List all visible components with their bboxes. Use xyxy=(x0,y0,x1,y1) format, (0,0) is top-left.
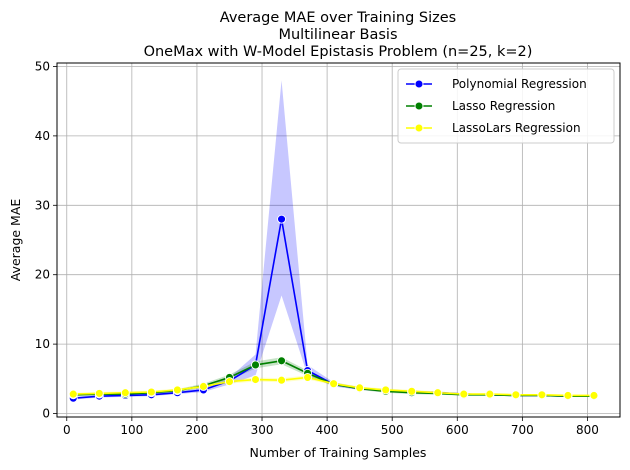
x-tick-label: 300 xyxy=(251,423,274,437)
legend-marker xyxy=(414,123,424,133)
data-point xyxy=(225,377,234,387)
y-axis-label: Average MAE xyxy=(8,199,23,282)
data-point xyxy=(537,390,547,400)
x-tick-label: 500 xyxy=(381,423,404,437)
x-tick-label: 400 xyxy=(316,423,339,437)
x-tick-label: 700 xyxy=(511,423,534,437)
data-point xyxy=(407,386,417,396)
data-point xyxy=(355,383,365,393)
x-tick-label: 100 xyxy=(120,423,143,437)
x-axis-label: Number of Training Samples xyxy=(250,445,427,460)
x-tick-label: 600 xyxy=(446,423,469,437)
data-point xyxy=(94,388,104,398)
x-axis-ticks: 0 100 200 300 400 500 600 700 800 xyxy=(63,417,599,437)
y-tick-label: 0 xyxy=(42,407,50,421)
y-tick-label: 40 xyxy=(35,129,50,143)
data-point xyxy=(146,387,156,397)
chart-title: Average MAE over Training Sizes Multilin… xyxy=(144,10,533,60)
y-axis-ticks: 0 10 20 30 40 50 xyxy=(35,59,57,421)
data-point xyxy=(277,214,286,224)
data-point xyxy=(120,388,130,398)
data-point xyxy=(172,385,182,395)
x-tick-label: 200 xyxy=(185,423,208,437)
legend-label: Lasso Regression xyxy=(452,99,555,113)
data-point xyxy=(303,372,313,382)
plot-frame xyxy=(56,62,621,418)
data-point xyxy=(277,356,286,366)
data-point xyxy=(485,389,495,399)
title-line-2: Multilinear Basis xyxy=(278,27,397,43)
data-point xyxy=(589,391,599,400)
title-line-1: Average MAE over Training Sizes xyxy=(220,10,456,26)
y-tick-label: 30 xyxy=(35,198,50,212)
y-tick-label: 50 xyxy=(35,59,50,73)
data-point xyxy=(251,375,260,384)
x-tick-label: 0 xyxy=(63,423,71,437)
data-point xyxy=(277,375,286,385)
data-point xyxy=(511,390,521,400)
data-point xyxy=(251,360,260,370)
legend-label: Polynomial Regression xyxy=(452,77,587,91)
legend-marker xyxy=(414,79,424,89)
legend: Polynomial Regression Lasso Regression Las… xyxy=(397,68,615,144)
data-point xyxy=(563,391,573,400)
legend-marker xyxy=(414,101,424,111)
legend-items: Polynomial Regression Lasso Regression Las… xyxy=(406,77,587,135)
legend-box xyxy=(397,68,615,144)
y-tick-label: 20 xyxy=(35,268,50,282)
data-point xyxy=(459,389,469,399)
title-line-3: OneMax with W-Model Epistasis Problem (n… xyxy=(144,44,533,60)
data-point xyxy=(433,388,443,398)
data-point xyxy=(329,379,339,389)
y-tick-label: 10 xyxy=(35,337,50,351)
legend-label: LassoLars Regression xyxy=(452,121,581,135)
data-point xyxy=(68,389,78,399)
data-point xyxy=(381,385,391,395)
data-point xyxy=(198,382,208,391)
x-tick-label: 800 xyxy=(576,423,599,437)
series-points xyxy=(68,214,599,403)
